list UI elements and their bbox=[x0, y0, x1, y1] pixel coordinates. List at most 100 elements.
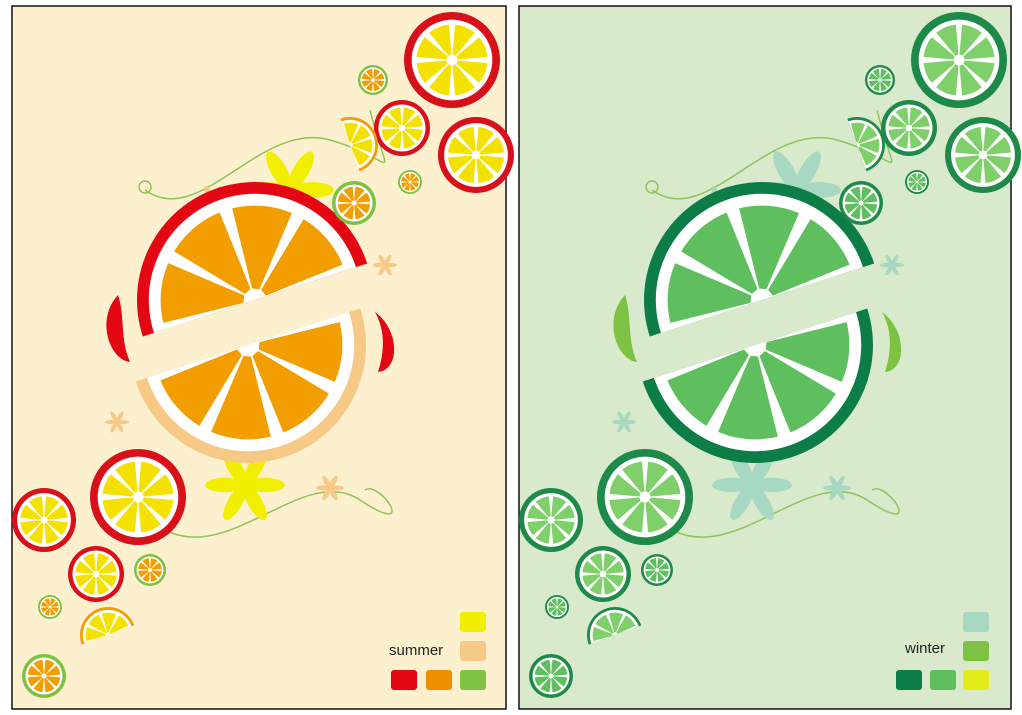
citrus-slice bbox=[134, 554, 166, 586]
segment bbox=[96, 576, 110, 595]
segment bbox=[645, 570, 656, 578]
segment bbox=[343, 205, 354, 220]
half-slice bbox=[340, 117, 378, 172]
segment bbox=[252, 351, 329, 433]
segment bbox=[33, 678, 44, 693]
segment bbox=[96, 553, 110, 572]
segment bbox=[448, 136, 473, 155]
drop bbox=[613, 295, 637, 362]
flower bbox=[823, 475, 851, 501]
segment bbox=[649, 558, 657, 569]
segment bbox=[551, 678, 562, 693]
segment bbox=[535, 496, 551, 518]
segment bbox=[881, 72, 892, 80]
segment bbox=[160, 263, 245, 323]
petal bbox=[885, 264, 893, 276]
segment bbox=[138, 501, 161, 533]
segment bbox=[681, 212, 758, 294]
segment bbox=[955, 155, 980, 174]
petal bbox=[752, 477, 792, 493]
segment bbox=[46, 504, 68, 520]
half-slice bbox=[135, 308, 366, 463]
petal bbox=[116, 411, 124, 423]
segment bbox=[138, 562, 149, 570]
segment bbox=[404, 173, 410, 181]
segment bbox=[527, 504, 549, 520]
petal bbox=[384, 264, 392, 276]
segment bbox=[540, 678, 551, 693]
segment bbox=[411, 176, 419, 182]
segment bbox=[115, 501, 138, 533]
curl bbox=[645, 180, 659, 194]
swatch bbox=[963, 612, 989, 632]
segment bbox=[895, 107, 909, 126]
segment bbox=[534, 676, 549, 687]
pith bbox=[17, 493, 71, 547]
segment bbox=[365, 68, 373, 79]
swatch bbox=[963, 670, 989, 690]
segment bbox=[402, 130, 416, 149]
half-slice bbox=[847, 117, 885, 172]
segment bbox=[261, 219, 343, 296]
pith bbox=[136, 556, 164, 584]
segment bbox=[150, 571, 158, 582]
petal bbox=[617, 421, 625, 433]
segment bbox=[888, 128, 907, 142]
segment bbox=[109, 615, 129, 634]
petal bbox=[205, 477, 245, 493]
segment bbox=[28, 496, 44, 518]
segment bbox=[416, 37, 448, 60]
flower bbox=[712, 449, 792, 521]
segment bbox=[844, 203, 859, 214]
segment bbox=[861, 186, 872, 201]
petal bbox=[885, 254, 893, 266]
petal bbox=[712, 477, 752, 493]
segment bbox=[33, 659, 44, 674]
segment bbox=[540, 659, 551, 674]
citrus-slice bbox=[404, 12, 500, 108]
segment bbox=[50, 598, 56, 606]
segment bbox=[46, 676, 61, 687]
vine bbox=[656, 488, 900, 538]
petal bbox=[823, 485, 837, 491]
petal bbox=[266, 151, 292, 191]
segment bbox=[28, 522, 44, 544]
petal bbox=[773, 151, 799, 191]
pith bbox=[25, 657, 63, 695]
segment bbox=[658, 570, 669, 578]
flower bbox=[373, 254, 397, 276]
segment bbox=[374, 72, 385, 80]
segment bbox=[608, 612, 624, 633]
segment bbox=[609, 497, 641, 520]
citrus-slice bbox=[358, 65, 388, 95]
segment bbox=[936, 24, 959, 56]
drop bbox=[375, 312, 395, 372]
segment bbox=[404, 128, 423, 142]
citrus-slice bbox=[641, 554, 673, 586]
segment bbox=[859, 138, 880, 154]
segment bbox=[553, 504, 575, 520]
segment bbox=[101, 612, 117, 633]
vine bbox=[149, 488, 393, 538]
segment bbox=[232, 205, 292, 290]
petal bbox=[624, 419, 636, 425]
segment bbox=[151, 562, 162, 570]
petal bbox=[117, 419, 129, 425]
segment bbox=[911, 114, 930, 128]
citrus-slice bbox=[945, 117, 1021, 193]
citrus-slice bbox=[865, 65, 895, 95]
segment bbox=[582, 574, 601, 588]
segment bbox=[479, 155, 504, 174]
petal bbox=[316, 485, 330, 491]
segment bbox=[759, 351, 836, 433]
segment bbox=[138, 461, 161, 493]
citrus-slice bbox=[398, 170, 422, 194]
segment bbox=[381, 128, 400, 142]
segment bbox=[476, 127, 495, 152]
segment bbox=[20, 520, 42, 536]
segment bbox=[373, 68, 381, 79]
flower bbox=[612, 411, 636, 433]
segment bbox=[657, 571, 665, 582]
segment bbox=[548, 607, 556, 613]
